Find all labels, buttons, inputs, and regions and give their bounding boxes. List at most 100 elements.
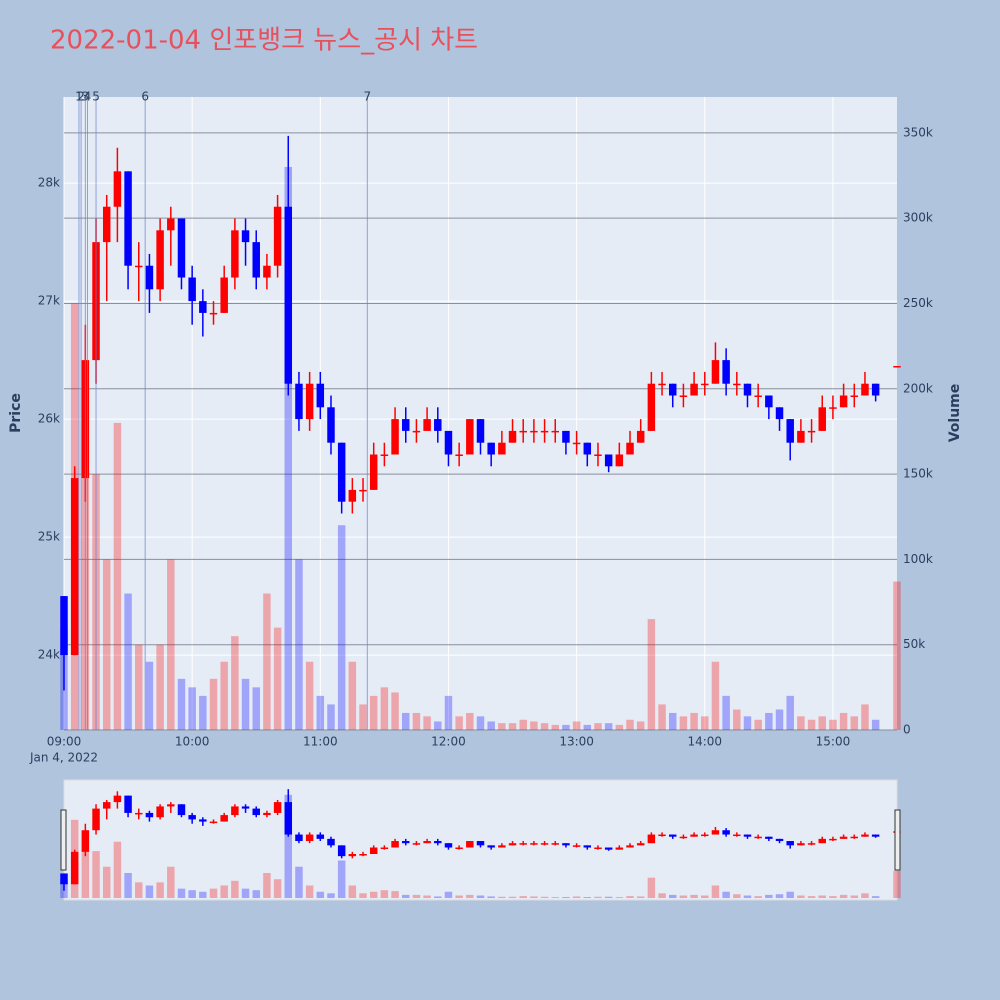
volume-bar: [113, 422, 122, 730]
slider-candle-body: [102, 802, 111, 809]
candle-body: [647, 383, 656, 431]
slider-volume-bar: [850, 895, 859, 898]
slider-candle-body: [818, 838, 826, 844]
candle-body: [626, 442, 634, 455]
slider-volume-bar: [369, 891, 378, 898]
y-axis-title: Price: [8, 393, 24, 433]
y2-tick-label: 50k: [903, 637, 925, 651]
slider-handle[interactable]: [894, 809, 901, 871]
slider-candle-body: [231, 806, 239, 816]
slider-volume-bar: [765, 894, 773, 898]
slider-volume-bar: [871, 896, 880, 898]
volume-bar: [402, 712, 410, 730]
slider-candle-body: [284, 802, 293, 835]
candle-body: [369, 454, 378, 490]
candle-body: [487, 442, 495, 455]
candle-body: [102, 206, 111, 243]
x-tick-label: 09:00: [47, 735, 82, 749]
slider-handle[interactable]: [60, 809, 67, 871]
volume-bar: [337, 525, 346, 730]
y2-tick-label: 300k: [903, 211, 933, 225]
candle-body: [337, 442, 346, 502]
slider-volume-bar: [733, 894, 741, 898]
volume-bar: [530, 721, 538, 730]
volume-bar: [733, 709, 741, 730]
slider-candle-body: [797, 843, 805, 846]
volume-bar: [498, 723, 506, 730]
volume-bar: [647, 619, 656, 730]
candle-body: [423, 419, 431, 431]
volume-bar: [807, 719, 816, 730]
candle-body: [305, 383, 314, 420]
volume-bar: [466, 712, 474, 730]
slider-candle-body: [209, 821, 218, 824]
slider-candle-body: [145, 812, 154, 818]
slider-candle-body: [81, 830, 90, 852]
slider-candle-body: [412, 843, 421, 845]
volume-bar: [594, 723, 602, 730]
slider-candle-body: [391, 841, 399, 848]
candle-body: [177, 218, 186, 278]
slider-volume-bar: [668, 894, 677, 898]
plot-area: [64, 97, 897, 730]
slider-volume-bar: [743, 895, 752, 898]
slider-volume-bar: [498, 896, 506, 898]
volume-bar: [455, 716, 463, 730]
candle-body: [797, 430, 805, 443]
volume-bar: [476, 716, 485, 730]
volume-bar: [199, 695, 207, 730]
slider-candle-body: [305, 834, 314, 842]
volume-bar: [540, 723, 549, 730]
candle-body: [551, 430, 559, 433]
slider-candle-body: [658, 834, 666, 837]
y-tick-label: 28k: [38, 176, 60, 190]
candle-body: [615, 454, 624, 467]
candle-body: [241, 230, 250, 243]
slider-volume-bar: [231, 880, 239, 898]
slider-candle-body: [743, 834, 752, 837]
slider-volume-bar: [402, 894, 410, 898]
slider-volume-bar: [135, 882, 143, 898]
slider-candle-body: [519, 843, 527, 845]
range-slider[interactable]: [63, 779, 898, 901]
volume-bar: [893, 581, 901, 730]
slider-volume-bar: [241, 888, 250, 898]
slider-candle-body: [135, 812, 143, 815]
candle-body: [508, 430, 517, 443]
slider-volume-bar: [701, 895, 709, 898]
slider-volume-bar: [807, 896, 816, 898]
candle-body: [199, 301, 207, 313]
slider-candle-body: [690, 834, 698, 837]
volume-bar: [626, 719, 634, 730]
slider-volume-bar: [156, 882, 164, 898]
slider-volume-bar: [209, 888, 218, 898]
candle-body: [807, 430, 816, 433]
slider-candle-body: [177, 804, 186, 816]
annotation-label: 7: [363, 90, 371, 104]
candle-body: [530, 430, 538, 433]
slider-volume-bar: [444, 891, 453, 898]
annotation-label: 2: [77, 90, 85, 104]
candle-body: [658, 383, 666, 386]
slider-volume-bar: [562, 897, 570, 898]
volume-bar: [818, 716, 826, 730]
volume-bar: [359, 704, 367, 730]
slider-candle-body: [167, 804, 175, 807]
slider-candle-body: [369, 847, 378, 854]
volume-bar: [829, 719, 837, 730]
slider-candle-body: [722, 830, 730, 835]
slider-candle-body: [530, 843, 538, 845]
volume-bar: [423, 716, 431, 730]
candle-body: [893, 366, 901, 368]
slider-volume-bar: [92, 851, 100, 898]
slider-candle-body: [583, 845, 592, 848]
volume-bar: [156, 644, 164, 730]
candle-body: [829, 407, 837, 409]
slider-candle-body: [241, 806, 250, 809]
volume-bar: [871, 719, 880, 730]
slider-candle-body: [60, 873, 68, 885]
volume-bar: [604, 723, 613, 730]
volume-bar: [209, 678, 218, 730]
slider-candle-body: [711, 830, 720, 835]
y2-axis-title: Volume: [947, 384, 963, 443]
